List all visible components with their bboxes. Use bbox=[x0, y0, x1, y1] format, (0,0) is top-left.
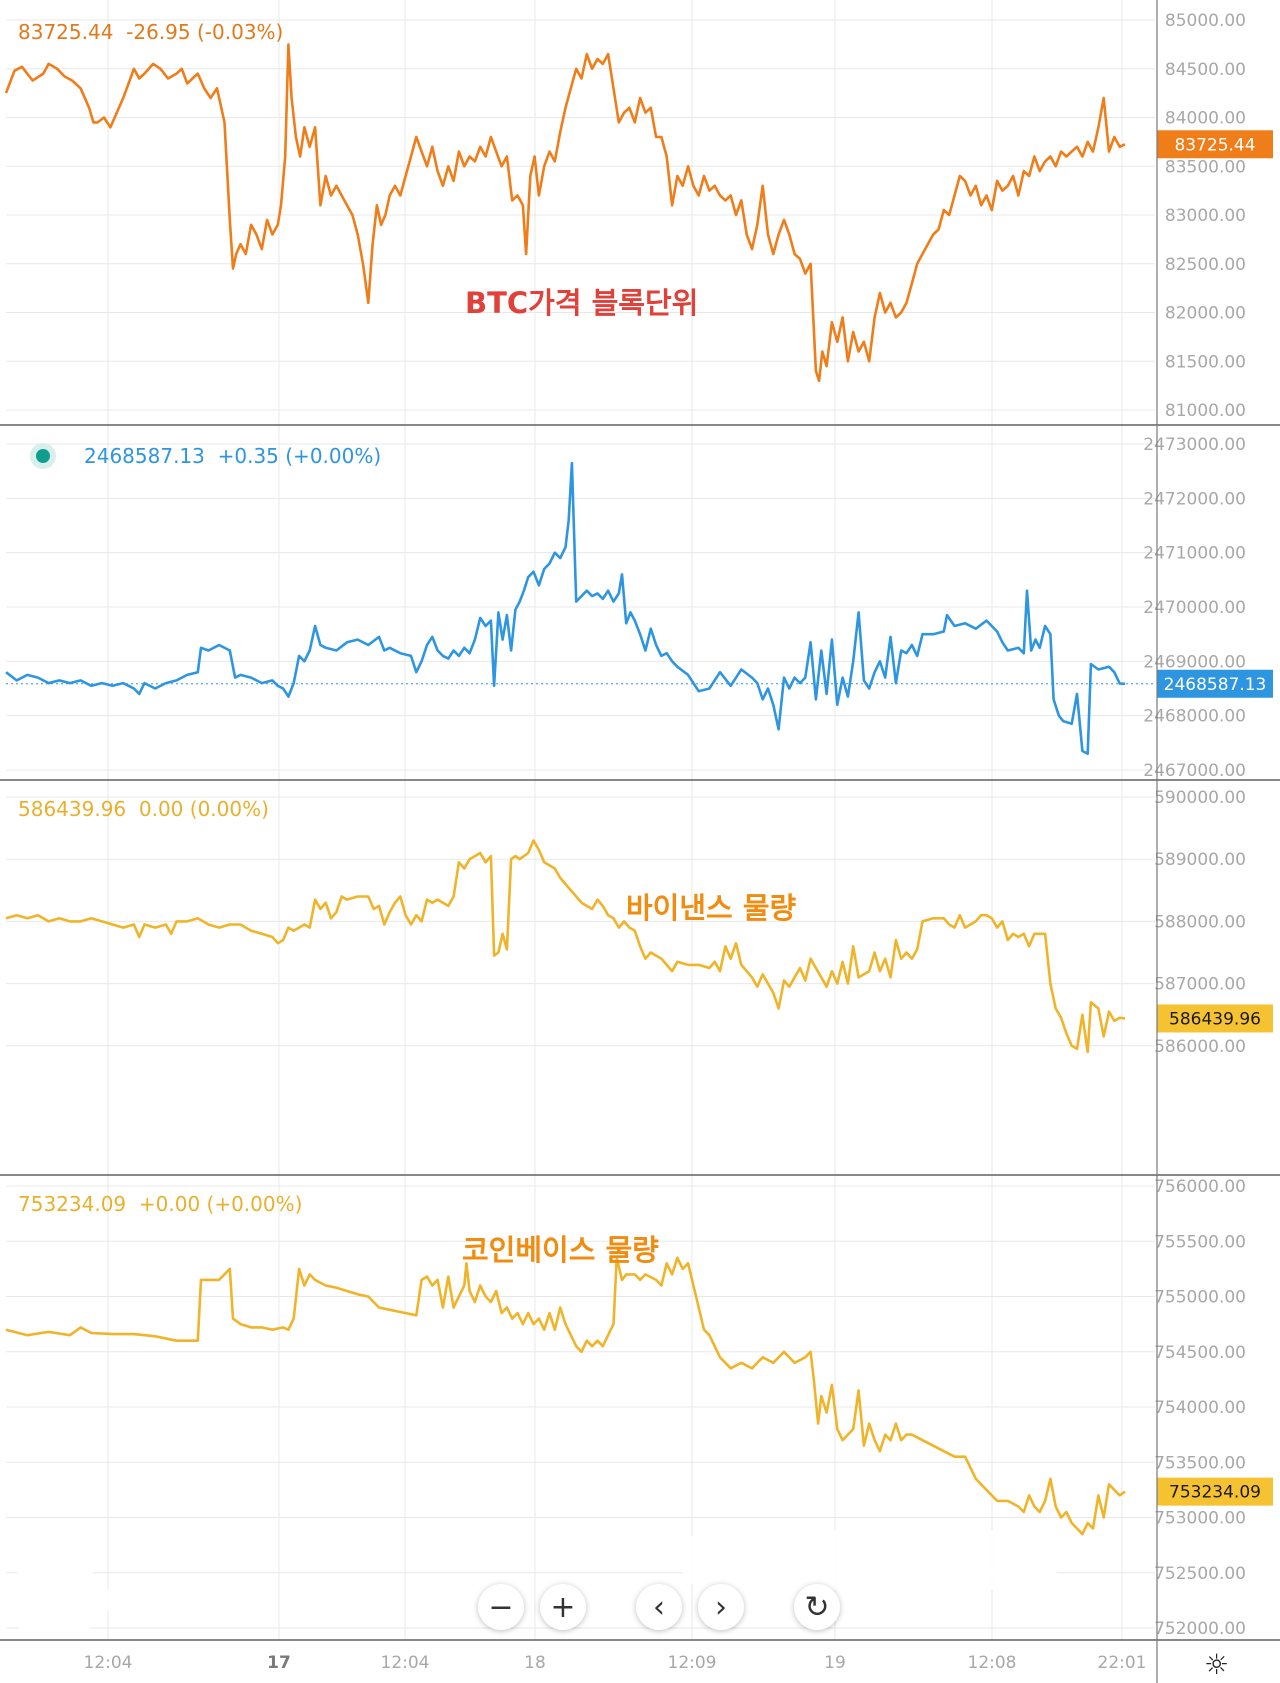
y-tick-label: 83000.00 bbox=[1165, 206, 1246, 226]
toolbar-spacer bbox=[602, 1584, 620, 1630]
coinbase-legend-change: +0.00 (+0.00%) bbox=[138, 1192, 303, 1216]
x-tick-label: 12:08 bbox=[968, 1653, 1017, 1673]
y-tick-label: 752500.00 bbox=[1154, 1564, 1246, 1584]
x-tick-label: 12:04 bbox=[381, 1653, 430, 1673]
series-line-block-series bbox=[5, 461, 1126, 755]
y-tick-label: 754000.00 bbox=[1154, 1398, 1246, 1418]
binance-annotation: 바이낸스 물량 bbox=[626, 891, 797, 925]
series-line-binance-volume bbox=[5, 839, 1126, 1054]
binance-legend-value: 586439.96 bbox=[18, 797, 127, 821]
binance-legend-change: 0.00 (0.00%) bbox=[138, 797, 269, 821]
coinbase-legend-value: 753234.09 bbox=[18, 1192, 127, 1216]
reset-chart-button[interactable]: ↻ bbox=[794, 1584, 840, 1630]
scroll-left-button[interactable]: ‹ bbox=[636, 1584, 682, 1630]
last-value-tag bbox=[1157, 669, 1273, 698]
y-tick-label: 2470000.00 bbox=[1143, 598, 1246, 618]
gear-icon[interactable]: ☼ bbox=[1204, 1648, 1230, 1681]
btc-annotation: BTC가격 블록단위 bbox=[465, 286, 699, 320]
y-tick-label: 2471000.00 bbox=[1143, 544, 1246, 564]
coinbase-legend: 753234.09 +0.00 (+0.00%) bbox=[18, 1192, 302, 1216]
x-tick-label: 19 bbox=[824, 1653, 846, 1673]
y-tick-label: 81500.00 bbox=[1165, 352, 1246, 372]
binance-legend: 586439.96 0.00 (0.00%) bbox=[18, 797, 269, 821]
series-line-coinbase-volume bbox=[5, 1256, 1126, 1536]
y-tick-label: 81000.00 bbox=[1165, 401, 1246, 421]
y-tick-label: 586000.00 bbox=[1154, 1037, 1246, 1057]
y-tick-label: 588000.00 bbox=[1154, 912, 1246, 932]
toolbar-spacer bbox=[760, 1584, 778, 1630]
y-tick-label: 753000.00 bbox=[1154, 1509, 1246, 1529]
zoom-in-button[interactable]: + bbox=[540, 1584, 586, 1630]
y-tick-label: 752000.00 bbox=[1154, 1619, 1246, 1639]
last-value-label: 83725.44 bbox=[1174, 135, 1255, 155]
last-value-label: 586439.96 bbox=[1169, 1009, 1261, 1029]
y-tick-label: 82500.00 bbox=[1165, 255, 1246, 275]
y-tick-label: 85000.00 bbox=[1165, 11, 1246, 31]
x-tick-label: 18 bbox=[524, 1653, 546, 1673]
scroll-right-button[interactable]: › bbox=[698, 1584, 744, 1630]
last-value-label: 753234.09 bbox=[1169, 1483, 1261, 1503]
btc-legend-change: -26.95 (-0.03%) bbox=[126, 20, 284, 44]
y-tick-label: 84500.00 bbox=[1165, 60, 1246, 80]
y-tick-label: 755000.00 bbox=[1154, 1288, 1246, 1308]
redaction-blur bbox=[680, 1530, 1060, 1590]
series-visibility-dot[interactable] bbox=[36, 448, 50, 463]
y-tick-label: 755500.00 bbox=[1154, 1232, 1246, 1252]
redaction-blur-left bbox=[0, 1570, 110, 1630]
btc-legend-value: 83725.44 bbox=[18, 20, 114, 44]
last-value-tag bbox=[1157, 1477, 1273, 1506]
series-line-btc-price bbox=[4, 43, 1126, 383]
y-tick-label: 587000.00 bbox=[1154, 975, 1246, 995]
y-tick-label: 753500.00 bbox=[1154, 1453, 1246, 1473]
x-tick-label: 22:01 bbox=[1098, 1653, 1147, 1673]
last-value-tag bbox=[1157, 1004, 1273, 1033]
y-tick-label: 2469000.00 bbox=[1143, 652, 1246, 672]
y-tick-label: 2467000.00 bbox=[1143, 761, 1246, 781]
y-tick-label: 590000.00 bbox=[1154, 788, 1246, 808]
y-tick-label: 2472000.00 bbox=[1143, 489, 1246, 509]
y-tick-label: 756000.00 bbox=[1154, 1177, 1246, 1197]
zoom-out-button[interactable]: − bbox=[478, 1584, 524, 1630]
coinbase-annotation: 코인베이스 물량 bbox=[462, 1233, 659, 1267]
y-tick-label: 2473000.00 bbox=[1143, 435, 1246, 455]
block-legend-value: 2468587.13 bbox=[84, 444, 205, 468]
y-tick-label: 589000.00 bbox=[1154, 850, 1246, 870]
last-value-label: 2468587.13 bbox=[1164, 675, 1267, 695]
y-tick-label: 83500.00 bbox=[1165, 157, 1246, 177]
x-tick-label: 12:04 bbox=[84, 1653, 133, 1673]
chart-toolbar: − + ‹ › ↻ bbox=[478, 1584, 840, 1630]
y-tick-label: 84000.00 bbox=[1165, 109, 1246, 129]
y-tick-label: 754500.00 bbox=[1154, 1343, 1246, 1363]
y-tick-label: 82000.00 bbox=[1165, 304, 1246, 324]
block-legend: 2468587.13 +0.35 (+0.00%) bbox=[36, 444, 381, 468]
x-tick-label: 17 bbox=[267, 1653, 291, 1673]
btc-legend: 83725.44 -26.95 (-0.03%) bbox=[18, 20, 283, 44]
x-tick-label: 12:09 bbox=[668, 1653, 717, 1673]
last-value-tag bbox=[1157, 130, 1273, 159]
block-legend-change: +0.35 (+0.00%) bbox=[217, 444, 382, 468]
y-tick-label: 2468000.00 bbox=[1143, 707, 1246, 727]
